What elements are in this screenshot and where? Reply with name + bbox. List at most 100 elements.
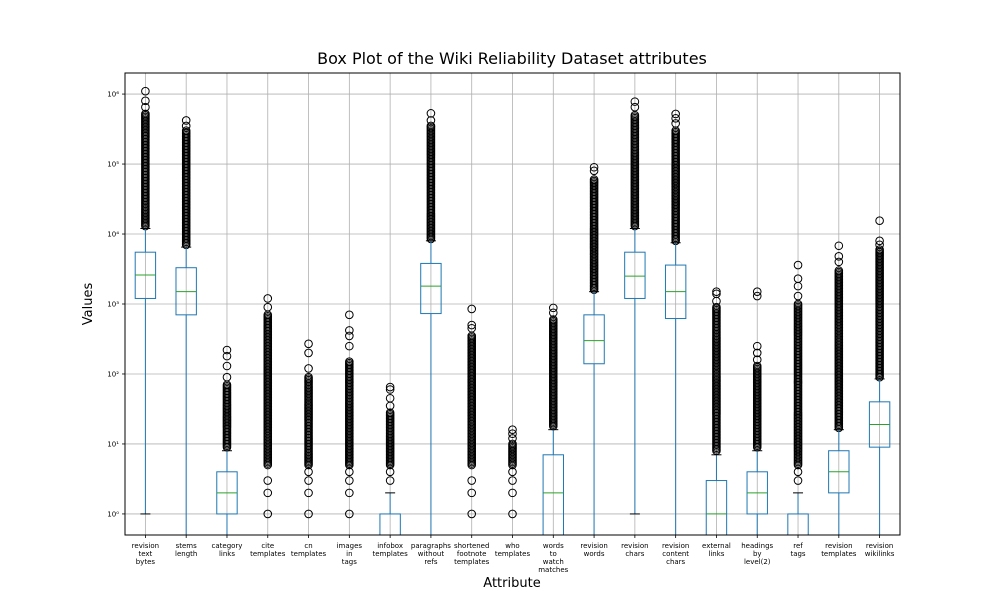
x-category-label-line: tags bbox=[790, 550, 805, 558]
x-category-label-line: level(2) bbox=[744, 558, 771, 566]
box-group bbox=[304, 339, 313, 519]
outlier-point bbox=[467, 476, 477, 485]
outlier-point bbox=[345, 509, 354, 519]
y-tick-label: 10⁴ bbox=[107, 231, 119, 239]
outlier-point bbox=[752, 361, 762, 371]
outlier-point bbox=[671, 119, 680, 128]
x-category-label-line: cite bbox=[261, 542, 274, 550]
x-category-label-line: words bbox=[584, 550, 605, 558]
outlier-point bbox=[345, 331, 354, 341]
outlier-point bbox=[630, 97, 640, 106]
outlier-point bbox=[467, 304, 477, 314]
x-category-label-line: external bbox=[702, 542, 731, 550]
outlier-point bbox=[181, 116, 191, 125]
outlier-point bbox=[304, 488, 313, 498]
outlier-point bbox=[467, 323, 477, 333]
y-tick-label: 10¹ bbox=[107, 440, 119, 448]
outlier-point bbox=[752, 287, 762, 296]
x-category-label: cn templates bbox=[291, 542, 327, 558]
y-tick-label: 10³ bbox=[107, 301, 119, 309]
outlier-point bbox=[793, 274, 803, 283]
outlier-point bbox=[304, 339, 313, 349]
outlier-point bbox=[263, 476, 273, 485]
x-category-label: headings by level(2) bbox=[741, 542, 773, 566]
outlier-point bbox=[752, 341, 762, 351]
outlier-point bbox=[385, 408, 395, 417]
x-category-label-line: chars bbox=[625, 550, 644, 558]
box-iqr bbox=[583, 314, 605, 365]
outlier-point bbox=[548, 308, 558, 318]
outlier-point bbox=[345, 341, 354, 351]
x-category-label-line: templates bbox=[495, 550, 531, 558]
box-plots bbox=[134, 86, 891, 536]
outlier-point bbox=[834, 266, 844, 275]
box-group bbox=[705, 287, 728, 536]
outlier-point bbox=[875, 245, 884, 254]
outlier-point bbox=[712, 287, 721, 296]
x-category-label-line: links bbox=[708, 550, 724, 558]
x-category-label: words to watch matches bbox=[538, 542, 568, 574]
x-category-label: cite templates bbox=[250, 542, 286, 558]
outlier-point bbox=[508, 488, 517, 498]
x-category-label-line: refs bbox=[424, 558, 437, 566]
outlier-point bbox=[141, 96, 150, 106]
x-category-label-line: chars bbox=[666, 558, 685, 566]
x-category-label-line: without bbox=[418, 550, 445, 558]
outlier-point bbox=[589, 162, 599, 172]
box-group bbox=[134, 86, 157, 515]
box-iqr bbox=[624, 251, 646, 299]
box-group bbox=[420, 109, 442, 535]
outlier-point bbox=[181, 121, 191, 131]
outlier-point bbox=[508, 429, 517, 439]
x-category-label: revision templates bbox=[821, 542, 857, 558]
x-category-label-line: paragraphs bbox=[411, 542, 451, 550]
outlier-point bbox=[304, 467, 313, 477]
x-category-label-line: wikilinks bbox=[865, 550, 895, 558]
outlier-point bbox=[263, 509, 273, 519]
outlier-point bbox=[875, 240, 884, 250]
y-axis-ticks: 10⁰ 10¹ 10² 10³ 10⁴ 10⁵ 10⁶ bbox=[107, 91, 125, 518]
outlier-point bbox=[793, 476, 803, 485]
x-category-label: revision text bytes bbox=[132, 542, 159, 566]
outlier-point bbox=[141, 86, 150, 96]
outlier-point bbox=[304, 372, 313, 382]
outlier-point bbox=[589, 175, 599, 184]
x-category-label: revision content chars bbox=[662, 542, 689, 566]
x-category-label: revision chars bbox=[621, 542, 648, 558]
box-group bbox=[508, 425, 517, 519]
x-category-label-line: watch bbox=[543, 558, 564, 566]
box-group bbox=[263, 294, 273, 519]
outlier-point bbox=[508, 476, 517, 485]
outlier-point bbox=[467, 509, 477, 519]
outlier-point bbox=[793, 467, 803, 477]
outlier-point bbox=[508, 439, 517, 449]
x-category-label: revision words bbox=[580, 542, 607, 558]
outlier-point bbox=[508, 467, 517, 477]
y-axis-label: Values bbox=[81, 283, 96, 326]
outlier-point bbox=[345, 467, 354, 477]
outlier-point bbox=[385, 393, 395, 403]
x-category-label: shortened footnote templates bbox=[454, 542, 490, 566]
outlier-point bbox=[671, 114, 680, 123]
outlier-point bbox=[304, 476, 313, 485]
outlier-point bbox=[426, 116, 436, 125]
outlier-point bbox=[345, 326, 354, 335]
box-group bbox=[345, 310, 354, 519]
x-category-label-line: revision bbox=[866, 542, 893, 550]
plot-frame bbox=[124, 72, 901, 536]
outlier-point bbox=[548, 303, 558, 313]
x-category-label-line: infobox bbox=[377, 542, 403, 550]
chart-title: Box Plot of the Wiki Reliability Dataset… bbox=[317, 49, 707, 68]
x-category-label: infobox templates bbox=[373, 542, 409, 558]
y-tick-label: 10² bbox=[107, 370, 119, 378]
x-category-label-line: who bbox=[505, 542, 519, 550]
x-category-label-line: headings bbox=[741, 542, 773, 550]
x-category-label-line: templates bbox=[454, 558, 490, 566]
box-group bbox=[216, 345, 238, 535]
outlier-point bbox=[263, 294, 273, 303]
outlier-point bbox=[345, 488, 354, 498]
x-category-label: ref tags bbox=[790, 542, 805, 558]
outlier-point bbox=[875, 216, 884, 226]
outlier-point bbox=[385, 385, 395, 394]
